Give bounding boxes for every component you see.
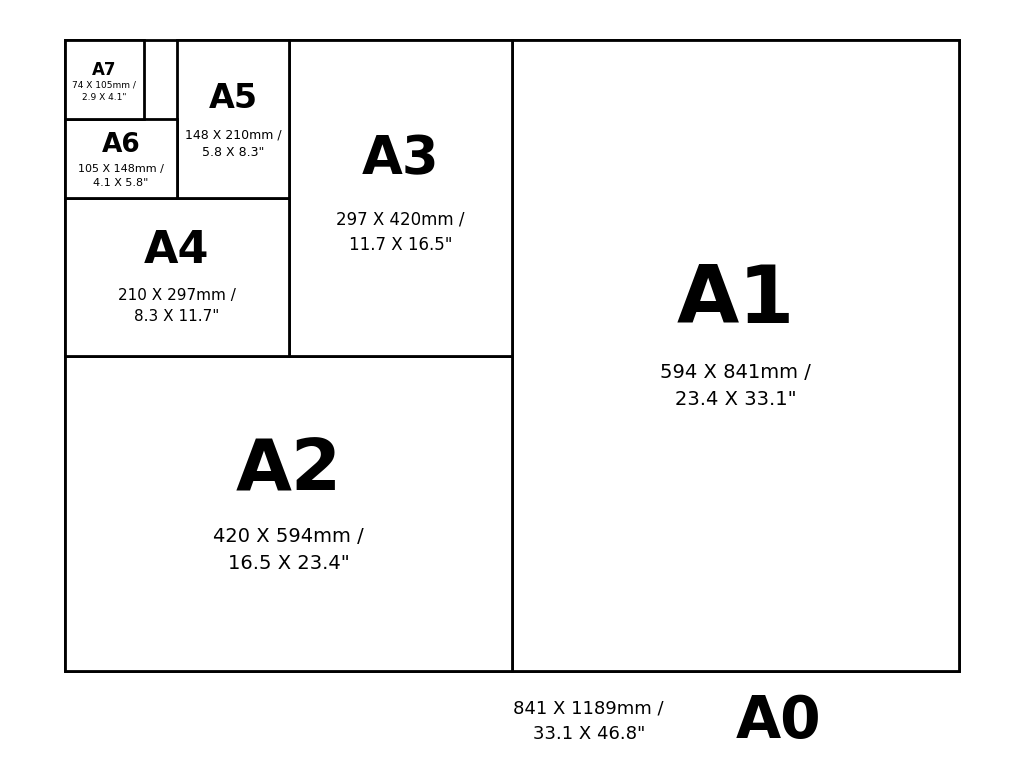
- Bar: [65, 40, 143, 119]
- Text: 74 X 105mm /
2.9 X 4.1": 74 X 105mm / 2.9 X 4.1": [72, 81, 136, 102]
- Text: 210 X 297mm /
8.3 X 11.7": 210 X 297mm / 8.3 X 11.7": [118, 288, 236, 325]
- Bar: [177, 40, 289, 198]
- Bar: [65, 198, 289, 355]
- Text: A2: A2: [236, 436, 342, 505]
- Text: A5: A5: [209, 82, 258, 115]
- Text: A4: A4: [144, 228, 210, 271]
- Text: 148 X 210mm /
5.8 X 8.3": 148 X 210mm / 5.8 X 8.3": [184, 128, 282, 159]
- Text: 841 X 1189mm /
33.1 X 46.8": 841 X 1189mm / 33.1 X 46.8": [513, 700, 665, 743]
- Text: A3: A3: [361, 133, 439, 185]
- Text: A6: A6: [101, 132, 140, 158]
- Text: A0: A0: [735, 693, 821, 750]
- Bar: [65, 119, 177, 198]
- Text: 420 X 594mm /
16.5 X 23.4": 420 X 594mm / 16.5 X 23.4": [213, 528, 364, 573]
- Text: 297 X 420mm /
11.7 X 16.5": 297 X 420mm / 11.7 X 16.5": [336, 211, 465, 254]
- Bar: [289, 40, 512, 355]
- Text: A1: A1: [677, 262, 795, 341]
- Bar: [65, 355, 512, 671]
- Text: 594 X 841mm /
23.4 X 33.1": 594 X 841mm / 23.4 X 33.1": [660, 363, 811, 409]
- Bar: [65, 40, 959, 671]
- Text: A7: A7: [92, 62, 117, 79]
- Text: 105 X 148mm /
4.1 X 5.8": 105 X 148mm / 4.1 X 5.8": [78, 164, 164, 188]
- Bar: [512, 40, 959, 671]
